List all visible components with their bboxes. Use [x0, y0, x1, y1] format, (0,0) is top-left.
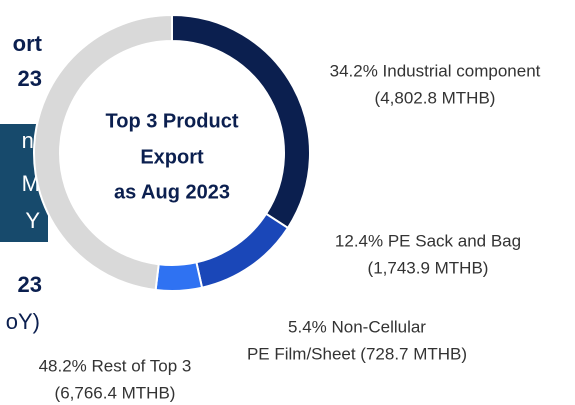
slice-label: (4,802.8 MTHB) — [375, 88, 496, 107]
slice-label: 34.2% Industrial component — [330, 61, 541, 80]
donut-slice — [33, 13, 173, 292]
slice-label: 48.2% Rest of Top 3 — [39, 356, 192, 375]
slice-label: (1,743.9 MTHB) — [368, 258, 489, 277]
side-text: 23 — [18, 272, 42, 297]
side-text: oY) — [6, 309, 40, 334]
donut-slice — [154, 261, 204, 292]
side-text: Y — [25, 208, 40, 233]
donut-slice — [195, 212, 290, 289]
center-title: Export — [140, 146, 204, 168]
slice-label: 5.4% Non-Cellular — [288, 317, 426, 336]
side-text: ort — [13, 31, 43, 56]
center-title: Top 3 Product — [106, 110, 239, 132]
center-title: as Aug 2023 — [114, 181, 230, 203]
donut — [33, 13, 311, 292]
side-text: 23 — [18, 66, 42, 91]
slice-label: PE Film/Sheet (728.7 MTHB) — [247, 344, 467, 363]
slice-label: (6,766.4 MTHB) — [55, 383, 176, 402]
slice-label: 12.4% PE Sack and Bag — [335, 231, 521, 250]
